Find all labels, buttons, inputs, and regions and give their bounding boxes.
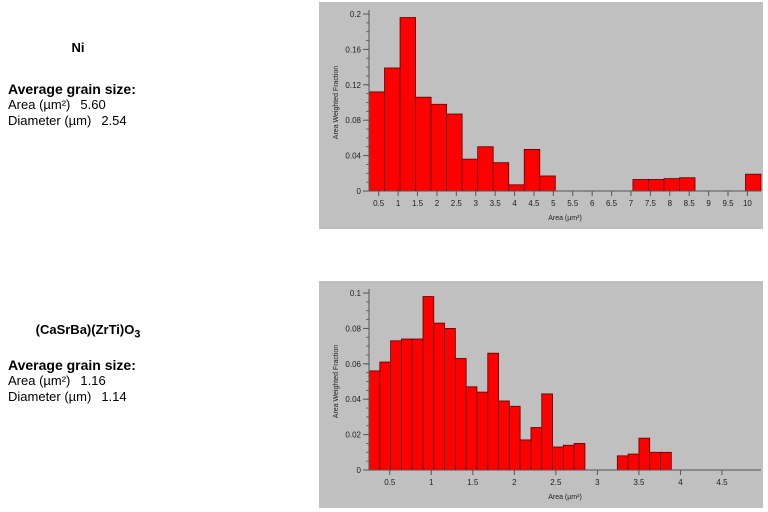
histogram-bar	[379, 361, 391, 471]
histogram-bar	[508, 405, 521, 471]
y-tick-label: 0	[357, 187, 362, 196]
x-tick-label: 1.5	[412, 199, 424, 208]
y-tick-label: 0.06	[345, 360, 361, 369]
histogram-bar	[487, 352, 499, 471]
x-tick-label: 6.5	[606, 199, 618, 208]
x-tick-label: 10	[743, 199, 752, 208]
x-axis-label: Area (µm²)	[548, 494, 582, 501]
average-grain-size-heading: Average grain size:	[8, 80, 136, 97]
histogram-bar	[530, 427, 543, 471]
histogram-bar	[390, 340, 402, 471]
histogram-bar	[679, 177, 696, 192]
histogram-bar	[454, 358, 467, 471]
x-tick-label: 0.5	[373, 199, 385, 208]
sample-title: Ni	[71, 40, 85, 55]
x-tick-label: 2.5	[550, 478, 562, 487]
x-tick-label: 3	[595, 478, 600, 487]
y-tick-label: 0.1	[350, 289, 362, 298]
area-row: Area (µm²) 1.16	[8, 372, 106, 388]
histogram-bar	[461, 158, 479, 192]
histogram-bar	[411, 338, 424, 471]
y-tick-label: 0.04	[345, 395, 361, 404]
histogram-bar	[444, 328, 456, 471]
histogram-bar	[430, 103, 448, 192]
x-tick-label: 3.5	[490, 199, 502, 208]
x-tick-label: 4.5	[528, 199, 540, 208]
x-tick-label: 4	[512, 199, 517, 208]
x-tick-label: 4.5	[716, 478, 728, 487]
histogram-bar	[648, 179, 665, 192]
y-tick-label: 0.04	[345, 152, 361, 161]
histogram-bar	[465, 386, 478, 471]
histogram-bar	[663, 178, 680, 192]
x-tick-label: 3.5	[633, 478, 645, 487]
histogram-bar	[552, 446, 564, 471]
x-tick-label: 1	[396, 199, 401, 208]
sample-info-ni: Ni Average grain size: Area (µm²) 5.60 Di…	[8, 40, 308, 129]
sample-info-casrba: (CaSrBa)(ZrTi)O3 Average grain size: Are…	[8, 322, 308, 405]
x-tick-label: 2	[435, 199, 440, 208]
sample-title: (CaSrBa)(ZrTi)O3	[35, 322, 141, 341]
histogram-bar	[523, 149, 541, 192]
x-tick-label: 3	[474, 199, 479, 208]
x-tick-label: 5	[551, 199, 556, 208]
histogram-bar	[638, 437, 651, 471]
x-tick-label: 5.5	[567, 199, 579, 208]
histogram-bar	[649, 451, 661, 471]
histogram-bar	[745, 173, 762, 192]
histogram-bar	[399, 17, 416, 192]
histogram-bar	[368, 370, 381, 471]
histogram-bar	[400, 338, 413, 471]
x-tick-label: 0.5	[384, 478, 396, 487]
x-tick-label: 7	[629, 199, 634, 208]
histogram-bar	[477, 146, 494, 192]
y-tick-label: 0.08	[345, 324, 361, 333]
histogram-bar	[573, 443, 586, 471]
y-tick-label: 0.12	[345, 81, 361, 90]
histogram-bar	[508, 184, 525, 192]
x-tick-label: 8.5	[684, 199, 696, 208]
x-tick-label: 1	[429, 478, 434, 487]
y-tick-label: 0	[357, 466, 362, 475]
histogram-bar	[476, 391, 489, 471]
histogram-bar	[433, 322, 445, 471]
y-axis-label: Area Weighted Fraction	[333, 66, 340, 140]
x-tick-label: 2.5	[451, 199, 463, 208]
histogram-bar	[422, 296, 435, 471]
x-tick-label: 8	[668, 199, 673, 208]
histogram-bar	[660, 451, 672, 471]
x-tick-label: 7.5	[645, 199, 657, 208]
y-axis-label: Area Weighted Fraction	[333, 345, 340, 419]
y-tick-label: 0.2	[350, 10, 362, 19]
histogram-bar	[498, 400, 510, 471]
y-tick-label: 0.02	[345, 431, 361, 440]
x-tick-label: 9.5	[722, 199, 734, 208]
x-tick-label: 2	[512, 478, 517, 487]
histogram-bar	[519, 439, 532, 471]
histogram-bar	[627, 453, 640, 471]
area-row: Area (µm²) 5.60	[8, 96, 106, 112]
histogram-bar	[541, 393, 553, 471]
histogram-bar	[368, 91, 385, 192]
average-grain-size-heading: Average grain size:	[8, 356, 136, 373]
histogram-bar	[415, 96, 432, 192]
diameter-row: Diameter (µm) 1.14	[8, 388, 127, 404]
histogram-bar	[616, 455, 629, 471]
histogram-bar	[384, 67, 401, 192]
histogram-bar	[539, 175, 556, 192]
histogram-bar	[492, 162, 510, 192]
x-tick-label: 4	[678, 478, 683, 487]
diameter-row: Diameter (µm) 2.54	[8, 112, 127, 128]
y-tick-label: 0.08	[345, 116, 361, 125]
histogram-bar	[562, 444, 575, 471]
x-tick-label: 9	[706, 199, 711, 208]
x-axis-label: Area (µm²)	[548, 215, 582, 222]
histogram-ni: 0 0.04 0.08 0.12 0.16 0.2 0.5 1 1.5 2 2.5 3 3.5 4 4.5 5…	[319, 2, 763, 229]
histogram-casrba: 0 0.02 0.04 0.06 0.08 0.1 0.5 1 1.5 2 2.5 3 3.5 4 4.5 A…	[319, 281, 763, 508]
x-tick-label: 1.5	[467, 478, 479, 487]
histogram-bar	[446, 113, 463, 192]
x-tick-label: 6	[590, 199, 595, 208]
y-tick-label: 0.16	[345, 45, 361, 54]
histogram-bar	[632, 179, 649, 192]
